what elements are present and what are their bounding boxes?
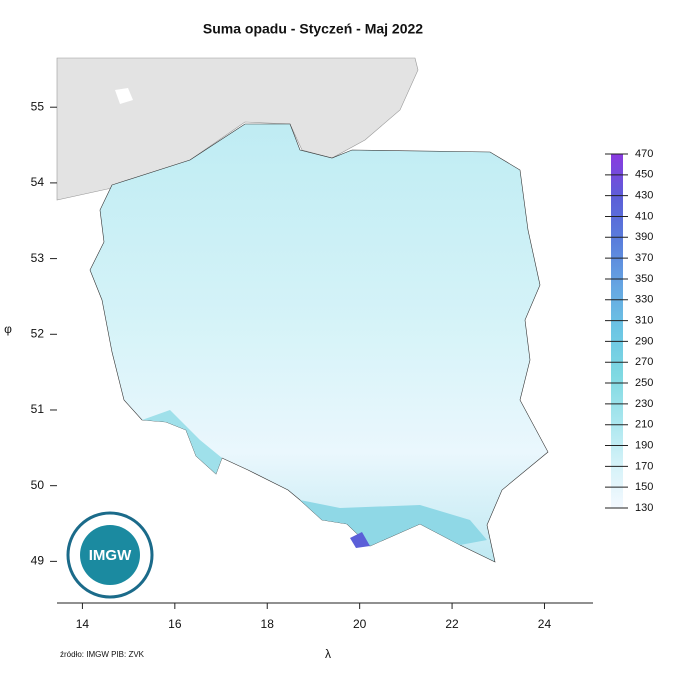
sudetes-high [142, 410, 222, 474]
y-tick-label: 52 [31, 326, 45, 340]
map-title: Suma opadu - Styczeń - Maj 2022 [203, 21, 423, 37]
y-tick-label: 55 [31, 99, 45, 113]
colorbar-tick-label: 390 [635, 231, 653, 243]
colorbar-tick-label: 270 [635, 356, 653, 368]
tatra-max [350, 532, 370, 548]
y-tick-label: 51 [31, 402, 45, 416]
y-tick-label: 49 [31, 554, 45, 568]
colorbar-tick-label: 350 [635, 273, 653, 285]
logo: IMGW [66, 511, 154, 599]
x-tick-label: 24 [538, 617, 552, 631]
x-axis-label: λ [325, 647, 331, 661]
y-axis-label: φ [4, 322, 12, 336]
colorbar-tick-label: 410 [635, 210, 653, 222]
x-tick-label: 14 [76, 617, 90, 631]
x-tick-label: 18 [261, 617, 275, 631]
colorbar-tick-label: 190 [635, 439, 653, 451]
colorbar-tick-label: 330 [635, 294, 653, 306]
colorbar-tick-label: 230 [635, 398, 653, 410]
colorbar-tick-label: 170 [635, 460, 653, 472]
y-tick-label: 53 [31, 251, 45, 265]
x-tick-label: 20 [353, 617, 367, 631]
x-tick-label: 22 [445, 617, 459, 631]
source: źródło: IMGW PIB: ZVK [60, 650, 145, 659]
colorbar-tick-label: 210 [635, 419, 653, 431]
colorbar-tick-label: 450 [635, 169, 653, 181]
colorbar-tick-label: 430 [635, 190, 653, 202]
logo-disc [80, 525, 140, 585]
colorbar-tick-label: 470 [635, 148, 653, 160]
poland-precipitation [89, 123, 549, 563]
colorbar-tick-label: 130 [635, 502, 653, 514]
colorbar-tick-label: 310 [635, 314, 653, 326]
logo-text: IMGW [89, 547, 132, 564]
x-tick-label: 16 [168, 617, 182, 631]
colorbar [611, 154, 623, 508]
colorbar-tick-label: 370 [635, 252, 653, 264]
y-tick-label: 54 [31, 175, 45, 189]
colorbar-tick-label: 290 [635, 335, 653, 347]
carpathians-high [300, 500, 487, 546]
colorbar-tick-label: 150 [635, 481, 653, 493]
colorbar-tick-label: 250 [635, 377, 653, 389]
y-tick-label: 50 [31, 478, 45, 492]
lake [115, 88, 133, 104]
